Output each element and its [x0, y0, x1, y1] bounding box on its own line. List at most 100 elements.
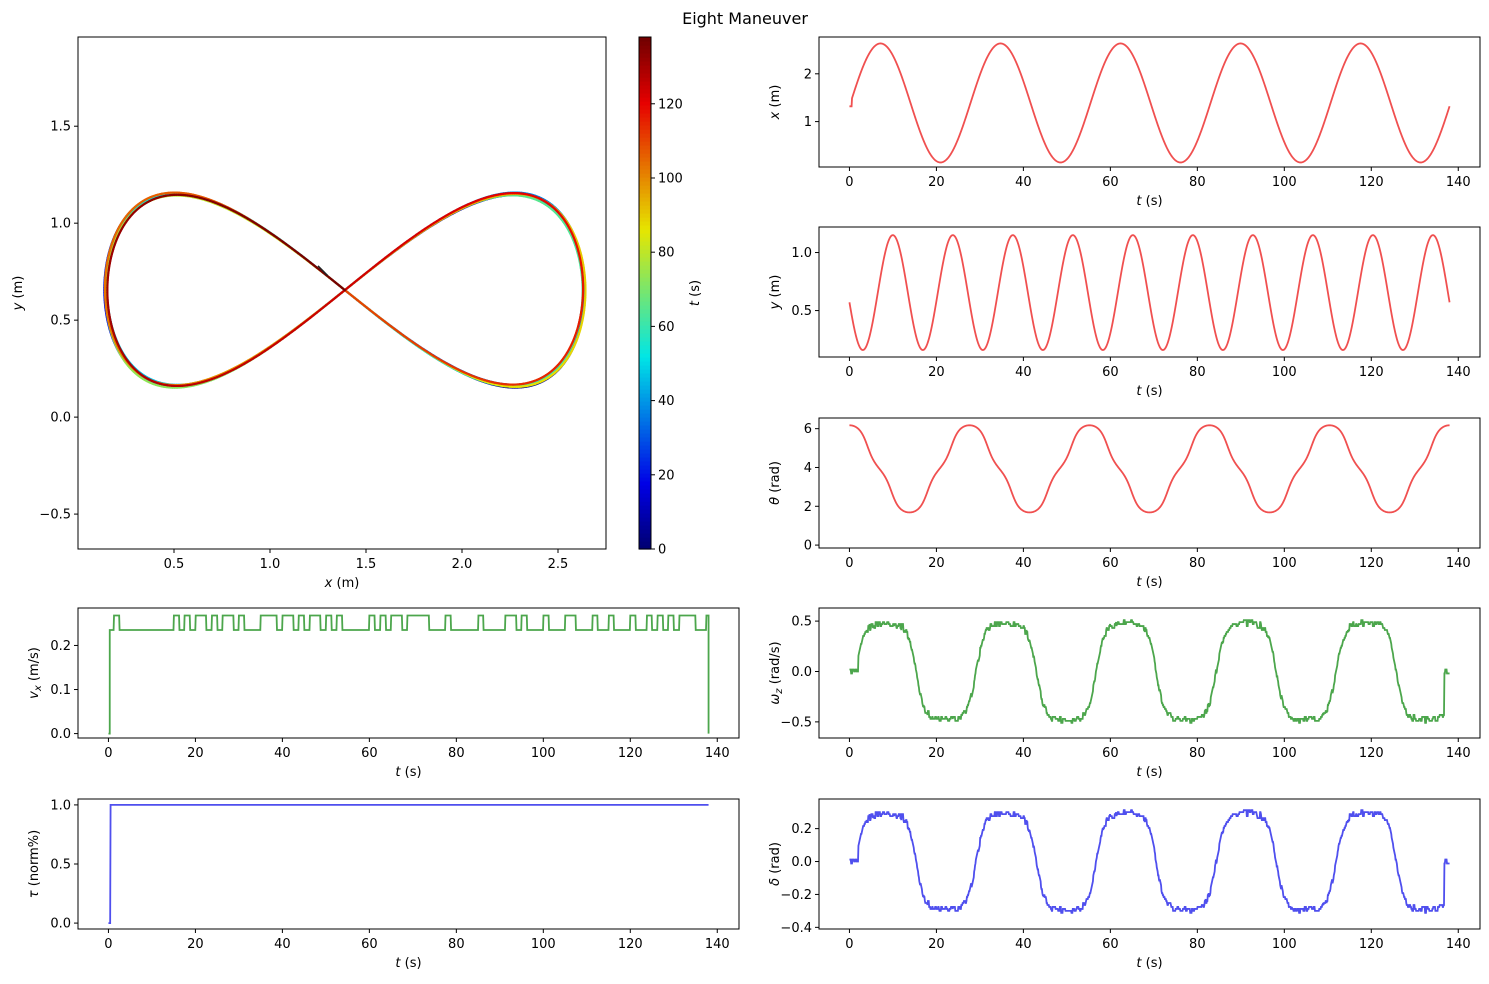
axes-frame [77, 798, 740, 930]
colorbar-swatch [639, 129, 651, 134]
traj-data [103, 191, 587, 389]
y-tick-label: 1.0 [50, 217, 71, 232]
colorbar-swatch [639, 397, 651, 402]
y-tick-label: 2 [804, 500, 812, 515]
colorbar-swatch [639, 345, 651, 350]
colorbar-swatch [639, 237, 651, 242]
colorbar-swatch [639, 269, 651, 274]
traj-segment [340, 286, 346, 292]
x-tick-label: 40 [1015, 937, 1032, 952]
colorbar-swatch [639, 193, 651, 198]
colorbar-swatch [639, 517, 651, 522]
x-tick-label: 80 [448, 937, 465, 952]
x-tick-label: 0 [845, 175, 853, 190]
colorbar-swatch [639, 421, 651, 426]
colorbar-swatch [639, 537, 651, 542]
x-tick-label: 20 [928, 746, 945, 761]
colorbar-swatch [639, 337, 651, 342]
colorbar-swatch [639, 381, 651, 386]
x-tick-label: 60 [1102, 937, 1119, 952]
colorbar-swatch [639, 301, 651, 306]
x-axis-label: t (s) [1136, 956, 1162, 971]
y-tick-label: 1 [804, 115, 812, 130]
x-tick-label: 120 [618, 746, 643, 761]
y-axis-label: y (m) [11, 276, 26, 312]
x-tick-label: 100 [1272, 937, 1297, 952]
tau-data [108, 804, 709, 924]
colorbar-swatch [639, 529, 651, 534]
colorbar-swatch [639, 133, 651, 138]
colorbar-swatch [639, 361, 651, 366]
colorbar-swatch [639, 261, 651, 266]
colorbar-swatch [639, 401, 651, 406]
colorbar-swatch [639, 305, 651, 310]
colorbar-swatch [639, 429, 651, 434]
x-tick-label: 40 [1015, 746, 1032, 761]
colorbar-swatch [639, 277, 651, 282]
colorbar-swatch [639, 177, 651, 182]
colorbar-swatch [639, 141, 651, 146]
colorbar-swatch [639, 501, 651, 506]
x-tick-label: 140 [1446, 937, 1471, 952]
colorbar-swatch [639, 77, 651, 82]
colorbar-swatch [639, 545, 651, 550]
colorbar-swatch [639, 225, 651, 230]
colorbar-swatch [639, 121, 651, 126]
colorbar-swatch [639, 393, 651, 398]
x-tick-label: 40 [1015, 365, 1032, 380]
x-tick-label: 0 [845, 937, 853, 952]
colorbar-swatch [639, 473, 651, 478]
y-tick-label: 0.0 [791, 665, 812, 680]
colorbar-swatch [639, 105, 651, 110]
colorbar-swatch [639, 113, 651, 118]
x-tick-label: 40 [1015, 175, 1032, 190]
x-tick-label: 20 [928, 556, 945, 571]
y-tick-label: −0.5 [780, 715, 812, 730]
colorbar-swatch [639, 325, 651, 330]
x-tick-label: 140 [1446, 175, 1471, 190]
x-tick-label: 20 [928, 175, 945, 190]
colorbar-swatch [639, 221, 651, 226]
colorbar-swatch [639, 377, 651, 382]
x-tick-label: 0.5 [164, 557, 185, 572]
y-tick-label: 0 [804, 539, 812, 554]
axes-vx: 0 20 40 60 80 100 120 140 0.0 0.1 0.2 t (s) vx (m/s) [27, 607, 740, 780]
tau-series-line [108, 804, 709, 924]
x-tick-label: 0 [845, 365, 853, 380]
colorbar-swatch [639, 229, 651, 234]
x-tick-label: 120 [1359, 746, 1384, 761]
y-tick-label: 0.0 [50, 917, 71, 932]
colorbar-tick-label: 100 [658, 171, 683, 186]
delta-series-line [849, 809, 1450, 914]
colorbar-swatch [639, 89, 651, 94]
x-axis-label: x (m) [324, 576, 360, 591]
colorbar-tick-label: 120 [658, 97, 683, 112]
x-tick-label: 100 [1272, 556, 1297, 571]
colorbar-swatch [639, 41, 651, 46]
figure-title: Eight Maneuver [682, 9, 808, 28]
colorbar-swatch [639, 197, 651, 202]
colorbar-swatch [639, 341, 651, 346]
colorbar-swatch [639, 357, 651, 362]
colorbar-tick-label: 60 [658, 320, 675, 335]
colorbar-swatch [639, 297, 651, 302]
colorbar-label: t (s) [688, 280, 703, 306]
colorbar-swatch [639, 53, 651, 58]
y-tick-label: 0.0 [50, 727, 71, 742]
colorbar-swatch [639, 289, 651, 294]
y-series-line [848, 234, 1451, 351]
y-axis-label: τ (norm%) [27, 830, 42, 898]
colorbar-swatch [639, 497, 651, 502]
colorbar-swatch [639, 49, 651, 54]
colorbar-swatch [639, 37, 651, 42]
colorbar-swatch [639, 137, 651, 142]
colorbar-swatch [639, 213, 651, 218]
x-tick-label: 1.0 [260, 557, 281, 572]
y-tick-label: 0.5 [791, 304, 812, 319]
x-tick-label: 80 [1189, 365, 1206, 380]
axes-frame [818, 36, 1481, 168]
colorbar-swatch [639, 209, 651, 214]
colorbar-swatch [639, 205, 651, 210]
colorbar-swatch [639, 369, 651, 374]
axes-y: 0 20 40 60 80 100 120 140 0.5 1.0 t (s) y (m) [768, 226, 1481, 399]
